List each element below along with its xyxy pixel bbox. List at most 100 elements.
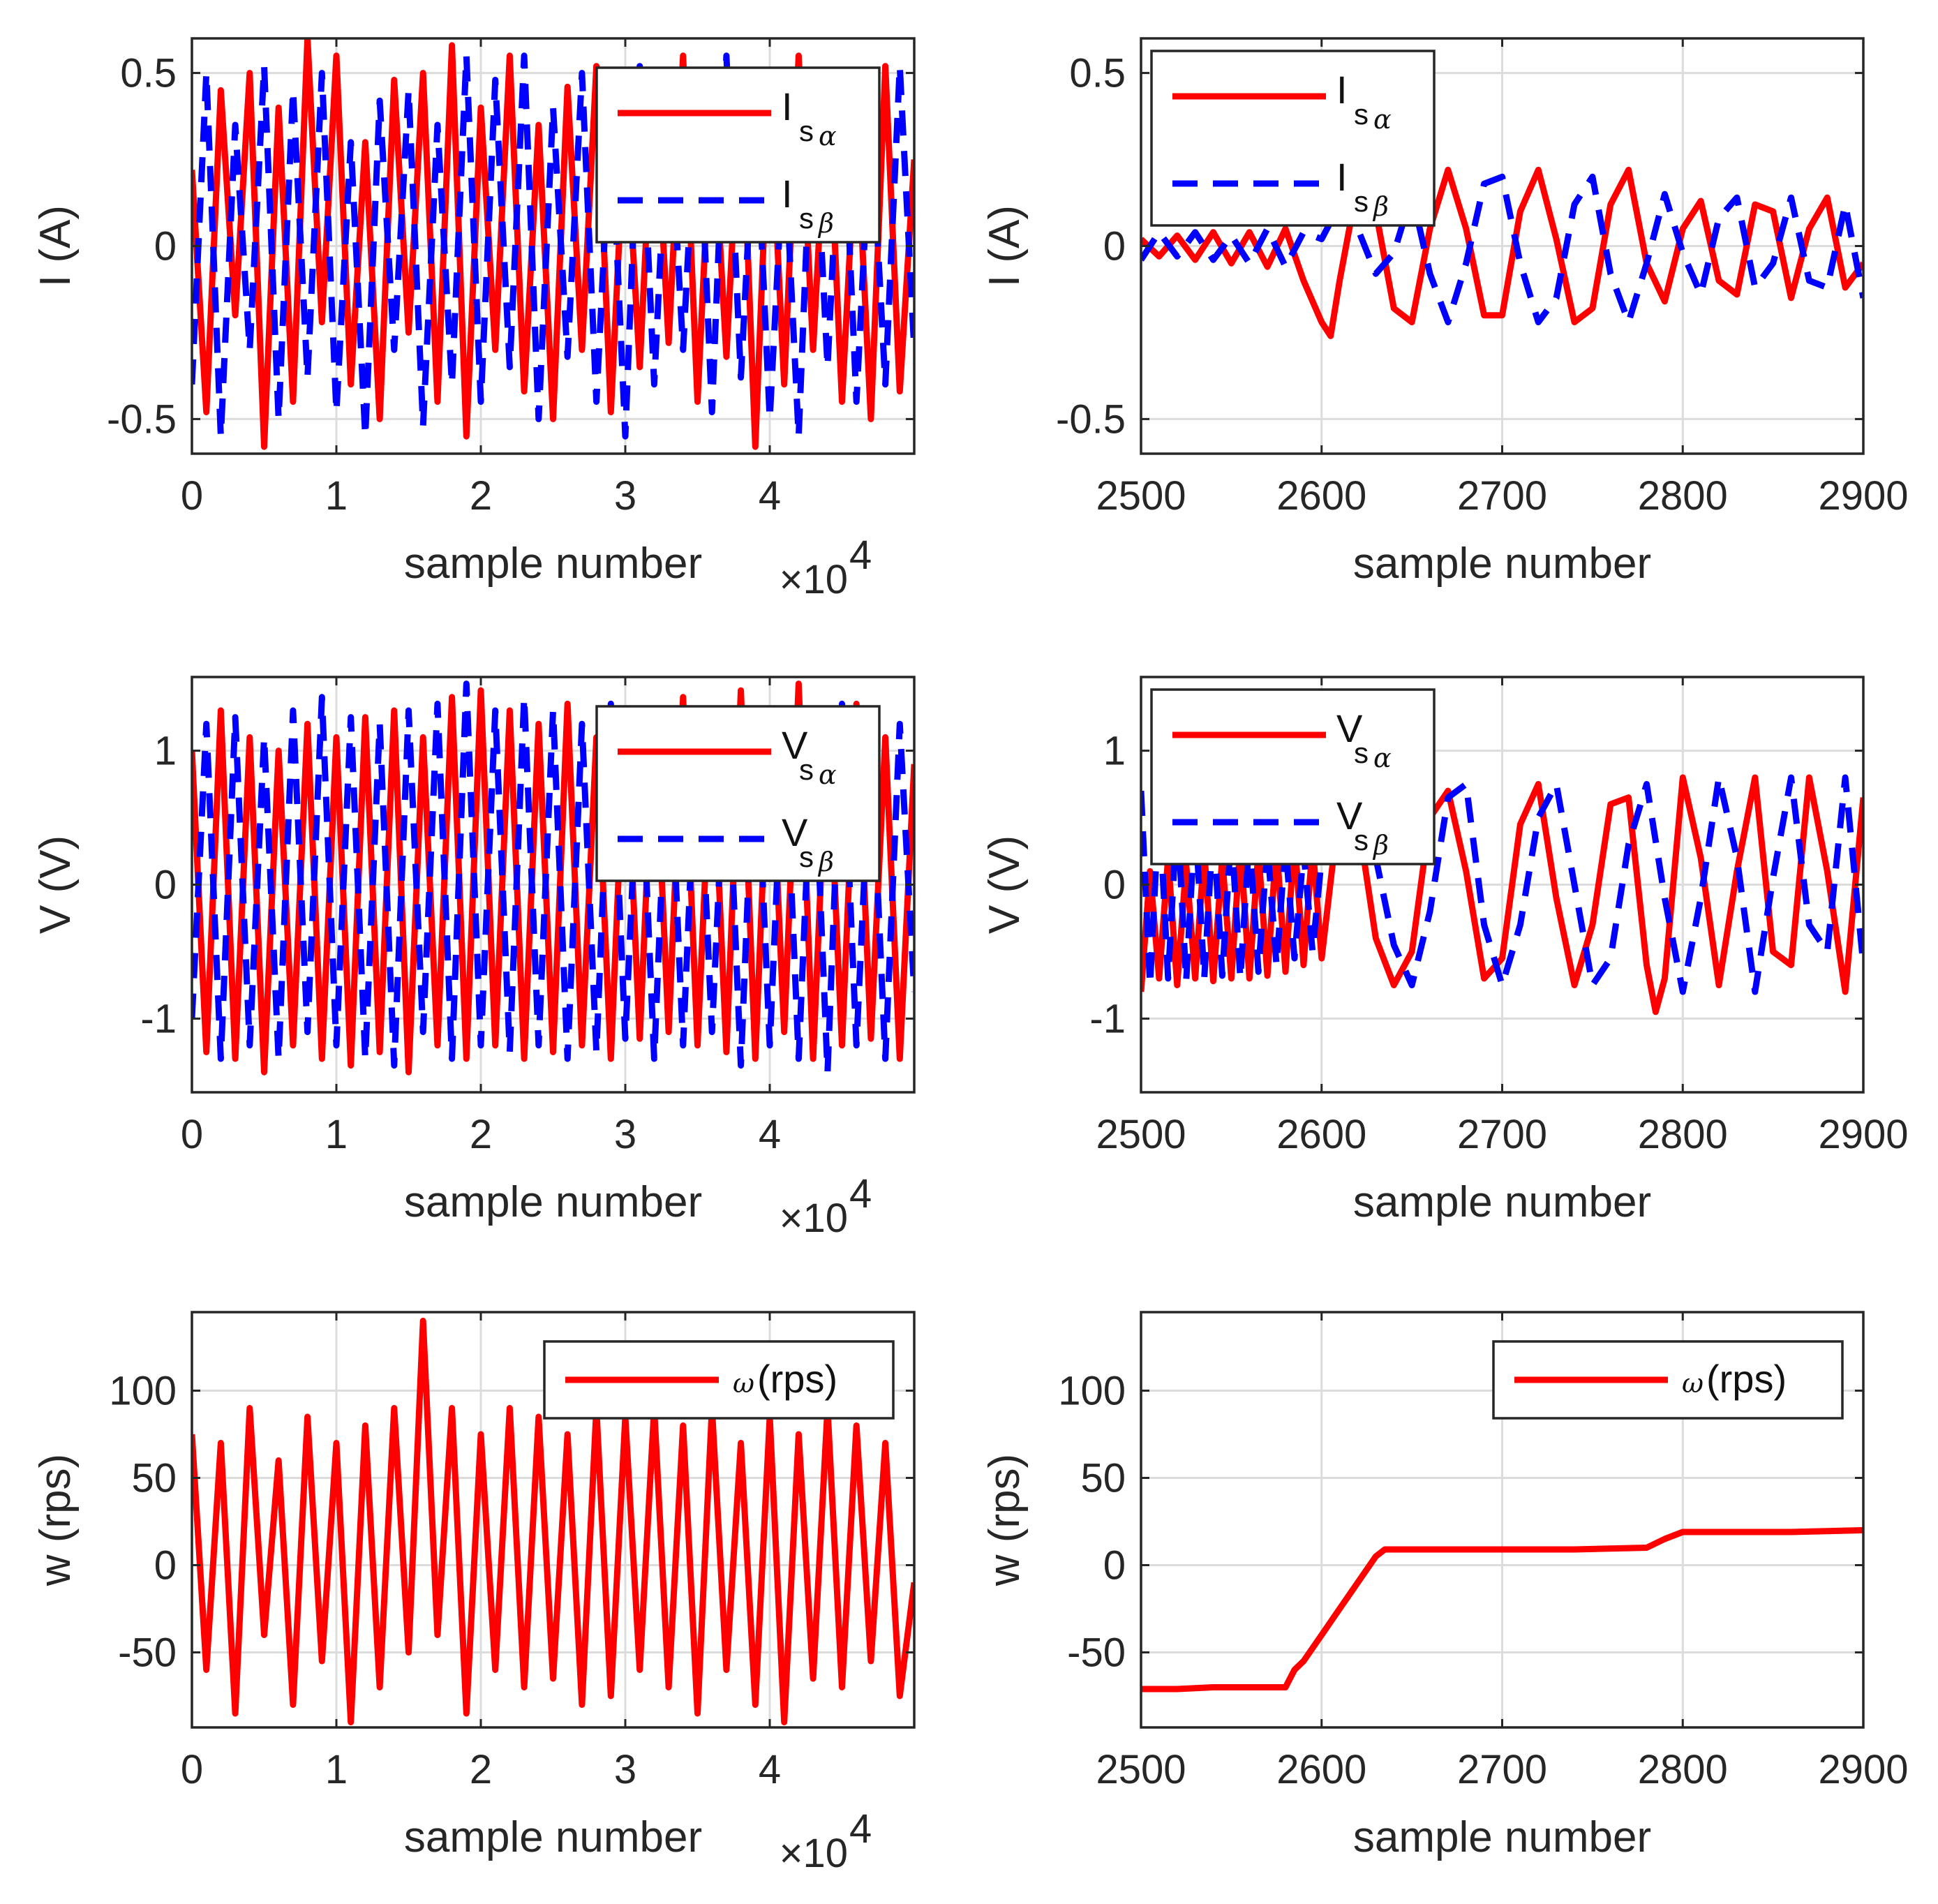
x-tick-label: 2700: [1457, 473, 1547, 519]
grid: [1140, 1312, 1865, 1727]
x-multiplier: ×10: [780, 557, 848, 602]
x-tick-label: 2700: [1457, 1112, 1547, 1157]
y-axis-label: I (A): [31, 205, 80, 287]
y-tick-label: 0.5: [120, 51, 177, 96]
x-tick-label: 4: [759, 1112, 781, 1157]
legend-greek: α: [1373, 104, 1392, 135]
x-tick-label: 2800: [1638, 1747, 1728, 1792]
y-axis-label: I (A): [981, 205, 1029, 287]
series-line-blue: [192, 52, 914, 440]
y-tick-label: 100: [109, 1369, 177, 1414]
legend-greek: β: [817, 847, 834, 877]
legend-greek: α: [819, 759, 837, 790]
y-tick-label: -0.5: [107, 396, 177, 442]
x-axis-label: sample number: [1353, 1178, 1651, 1226]
legend-subscript: s: [799, 114, 814, 147]
y-tick-label: -0.5: [1056, 396, 1126, 442]
x-tick-label: 2500: [1096, 473, 1186, 519]
legend-label: I: [782, 172, 793, 216]
x-tick-label: 2800: [1638, 473, 1728, 519]
x-tick-label: 2900: [1818, 1112, 1908, 1157]
x-axis-label: sample number: [404, 1178, 702, 1226]
x-tick-label: 2900: [1818, 473, 1908, 519]
series-line-red: [192, 1318, 914, 1725]
legend-greek: ω: [733, 1368, 754, 1399]
x-tick-label: 2600: [1276, 1112, 1366, 1157]
legend-greek: β: [1372, 830, 1389, 861]
series-line-red: [1141, 1527, 1863, 1693]
series-group: [1141, 166, 1863, 339]
x-tick-label: 3: [614, 1747, 636, 1792]
y-axis-label: w (rps): [31, 1454, 80, 1586]
legend-label: (rps): [1706, 1357, 1787, 1401]
legend-box: [1150, 688, 1436, 865]
y-axis-label: w (rps): [981, 1454, 1029, 1586]
legend: ω (rps): [543, 1340, 895, 1420]
series-line-blue: [1141, 173, 1863, 326]
legend-box: [595, 66, 881, 244]
y-tick-label: -50: [1067, 1630, 1126, 1676]
y-axis-label: V (V): [31, 835, 80, 934]
x-tick-label: 0: [181, 473, 203, 519]
chart-panel-right-speed: 2500 2600 2700 2800 2900 -50 0 50 100 sample numb…: [981, 1311, 1909, 1861]
series-line-blue: [1141, 774, 1863, 995]
legend-greek: β: [817, 208, 834, 239]
y-tick-label: 100: [1058, 1369, 1126, 1414]
series-group: [192, 1318, 914, 1725]
series-group: [1141, 774, 1863, 1016]
x-multiplier-exponent: 4: [849, 533, 872, 578]
series-group: [1141, 1527, 1863, 1693]
x-axis-label: sample number: [1353, 540, 1651, 588]
y-tick-label: 0.5: [1069, 51, 1126, 96]
legend-greek: α: [819, 121, 837, 151]
y-tick-label: -1: [140, 996, 177, 1041]
y-tick-label: 1: [1103, 729, 1126, 774]
legend-label: I: [1336, 68, 1348, 112]
legend-label: I: [782, 84, 793, 128]
axes-box: [191, 1311, 916, 1729]
x-tick-label: 2: [470, 1747, 492, 1792]
x-tick-label: 4: [759, 473, 781, 519]
y-tick-label: 0: [1103, 863, 1126, 908]
y-tick-label: 0: [154, 224, 177, 269]
legend: ω (rps): [1492, 1340, 1844, 1420]
x-tick-label: 3: [614, 1112, 636, 1157]
series-line-red: [1141, 166, 1863, 339]
x-multiplier-exponent: 4: [849, 1806, 872, 1852]
legend: Vs αVs β: [595, 705, 881, 882]
legend-greek: α: [1373, 743, 1392, 773]
y-axis-label: V (V): [981, 835, 1029, 934]
legend: Is αIs β: [595, 66, 881, 244]
legend-subscript: s: [1354, 185, 1369, 218]
legend-subscript: s: [1354, 98, 1369, 131]
legend-greek: ω: [1682, 1368, 1704, 1399]
y-tick-label: 0: [154, 1543, 177, 1589]
y-tick-label: -1: [1089, 996, 1126, 1041]
x-tick-label: 0: [181, 1112, 203, 1157]
legend-greek: β: [1372, 191, 1389, 222]
x-tick-label: 1: [325, 473, 348, 519]
x-tick-label: 0: [181, 1747, 203, 1792]
x-tick-label: 1: [325, 1112, 348, 1157]
x-tick-label: 2600: [1276, 473, 1366, 519]
x-tick-label: 3: [614, 473, 636, 519]
legend-box: [595, 705, 881, 882]
x-multiplier: ×10: [780, 1831, 848, 1876]
x-multiplier: ×10: [780, 1196, 848, 1241]
y-tick-label: 50: [1080, 1456, 1126, 1501]
y-tick-label: 0: [1103, 1543, 1126, 1589]
legend-subscript: s: [799, 753, 814, 786]
x-tick-label: 2: [470, 1112, 492, 1157]
legend-label: V: [782, 723, 808, 767]
y-tick-label: 0: [154, 863, 177, 908]
x-tick-label: 2800: [1638, 1112, 1728, 1157]
x-tick-label: 2600: [1276, 1747, 1366, 1792]
legend: Vs αVs β: [1150, 688, 1436, 865]
chart-panel-right-current: 2500 2600 2700 2800 2900 -0.5 0 0.5 sample numbe…: [981, 37, 1909, 588]
legend-subscript: s: [1354, 736, 1369, 769]
legend-subscript: s: [799, 202, 814, 235]
chart-panel-right-voltage: 2500 2600 2700 2800 2900 -1 0 1 sample number V (…: [981, 676, 1909, 1226]
